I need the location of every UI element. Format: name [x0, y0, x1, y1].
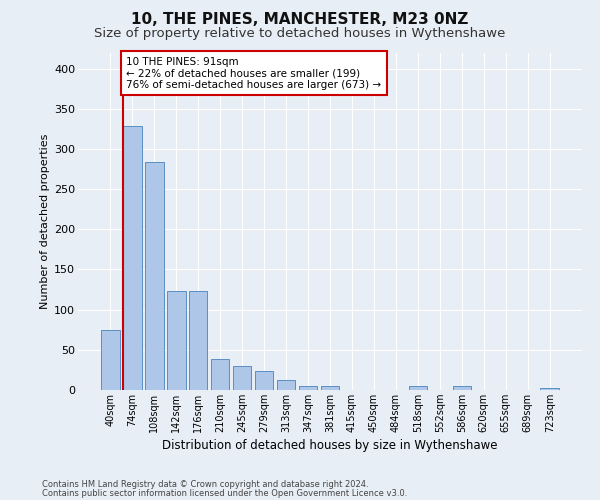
Bar [167, 291, 185, 390]
Bar [541, 388, 559, 390]
Bar [189, 291, 208, 390]
Bar [255, 370, 274, 390]
Bar [123, 126, 142, 390]
Bar [452, 386, 471, 390]
Bar [409, 386, 427, 390]
Bar [211, 360, 229, 390]
Text: Contains public sector information licensed under the Open Government Licence v3: Contains public sector information licen… [42, 488, 407, 498]
Bar [101, 330, 119, 390]
Bar [277, 380, 295, 390]
Bar [320, 386, 340, 390]
Bar [145, 162, 164, 390]
Text: Size of property relative to detached houses in Wythenshawe: Size of property relative to detached ho… [94, 28, 506, 40]
Text: 10 THE PINES: 91sqm
← 22% of detached houses are smaller (199)
76% of semi-detac: 10 THE PINES: 91sqm ← 22% of detached ho… [126, 56, 382, 90]
Text: 10, THE PINES, MANCHESTER, M23 0NZ: 10, THE PINES, MANCHESTER, M23 0NZ [131, 12, 469, 28]
Bar [299, 386, 317, 390]
Text: Contains HM Land Registry data © Crown copyright and database right 2024.: Contains HM Land Registry data © Crown c… [42, 480, 368, 489]
X-axis label: Distribution of detached houses by size in Wythenshawe: Distribution of detached houses by size … [162, 439, 498, 452]
Bar [233, 366, 251, 390]
Y-axis label: Number of detached properties: Number of detached properties [40, 134, 50, 309]
